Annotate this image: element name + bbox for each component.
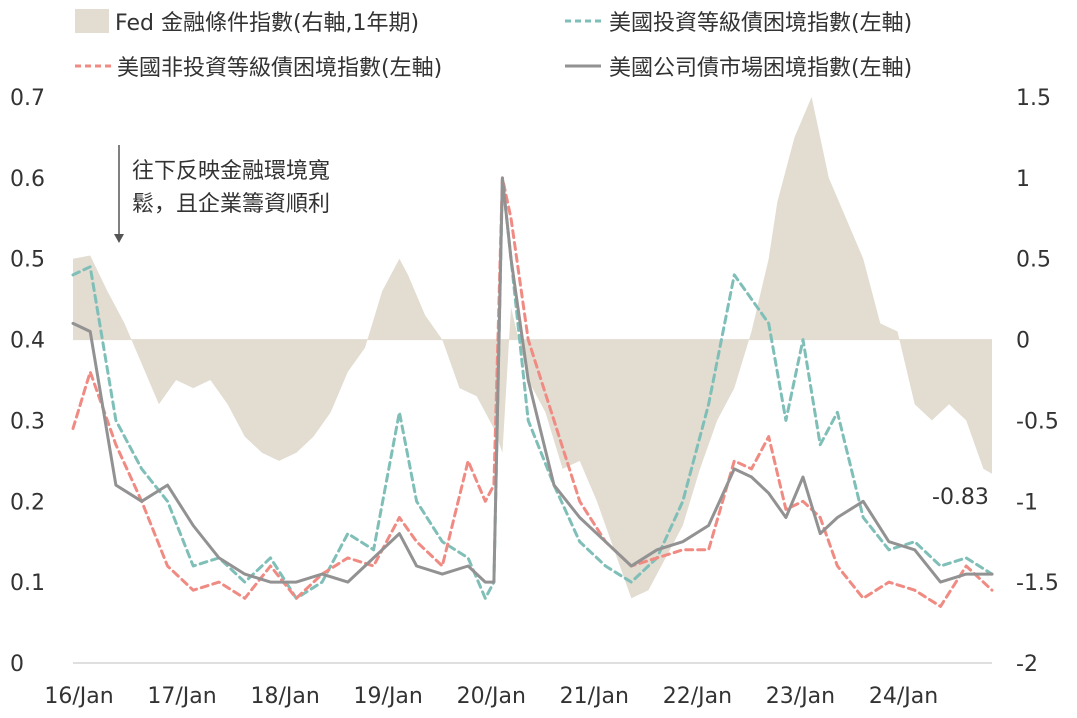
- series-line-1: [71, 176, 994, 600]
- right-tick-label: -1: [1016, 490, 1038, 515]
- series-line-3: [71, 176, 994, 584]
- end-value-label: -0.83: [932, 485, 989, 510]
- left-tick-label: 0.3: [10, 409, 45, 434]
- right-tick-label: -0.5: [1016, 409, 1059, 434]
- x-tick-label: 24/Jan: [869, 684, 938, 709]
- left-tick-label: 0.1: [10, 571, 45, 596]
- right-tick-label: 0: [1016, 329, 1030, 354]
- left-tick-label: 0.5: [10, 248, 45, 273]
- right-tick-label: -1.5: [1016, 571, 1059, 596]
- x-tick-label: 19/Jan: [354, 684, 423, 709]
- right-tick-label: 0.5: [1016, 248, 1051, 273]
- annotation: 往下反映金融環境寬 鬆，且企業籌資順利: [114, 145, 330, 243]
- x-tick-label: 21/Jan: [560, 684, 629, 709]
- legend-item-hy: 美國非投資等級債困境指數(左軸): [75, 56, 442, 81]
- legend-swatch-fci: [75, 9, 109, 33]
- left-tick-label: 0.6: [10, 167, 45, 192]
- legend-label-ig: 美國投資等級債困境指數(左軸): [609, 11, 912, 36]
- annotation-arrow-head: [114, 234, 124, 243]
- x-tick-label: 22/Jan: [663, 684, 732, 709]
- legend-item-fci: Fed 金融條件指數(右軸,1年期): [75, 9, 419, 36]
- annotation-line-1: 往下反映金融環境寬: [132, 159, 330, 184]
- right-axis-ticks: -2 -1.5 -1 -0.5 0 0.5 1 1.5: [1016, 86, 1059, 677]
- x-tick-label: 17/Jan: [147, 684, 216, 709]
- right-tick-label: -2: [1016, 652, 1038, 677]
- left-axis-ticks: 0 0.1 0.2 0.3 0.4 0.5 0.6 0.7: [10, 86, 45, 677]
- x-tick-label: 23/Jan: [766, 684, 835, 709]
- x-tick-label: 16/Jan: [44, 684, 113, 709]
- left-tick-label: 0.7: [10, 86, 45, 111]
- right-tick-label: 1.5: [1016, 86, 1051, 111]
- legend-item-ig: 美國投資等級債困境指數(左軸): [565, 11, 912, 36]
- series-area-fci: [73, 97, 992, 599]
- legend-label-hy: 美國非投資等級債困境指數(左軸): [117, 56, 442, 81]
- series-line-2: [71, 176, 994, 608]
- left-tick-label: 0.2: [10, 490, 45, 515]
- legend: Fed 金融條件指數(右軸,1年期) 美國投資等級債困境指數(左軸) 美國非投資…: [75, 9, 912, 81]
- line-layer: [71, 176, 994, 608]
- legend-item-corp: 美國公司債市場困境指數(左軸): [565, 56, 912, 81]
- legend-label-fci: Fed 金融條件指數(右軸,1年期): [115, 11, 419, 36]
- right-tick-label: 1: [1016, 167, 1030, 192]
- x-axis-ticks: 16/Jan 17/Jan 18/Jan 19/Jan 20/Jan 21/Jan 22/J…: [44, 684, 938, 709]
- left-tick-label: 0.4: [10, 329, 45, 354]
- x-tick-label: 18/Jan: [250, 684, 319, 709]
- x-tick-label: 20/Jan: [457, 684, 526, 709]
- legend-label-corp: 美國公司債市場困境指數(左軸): [609, 56, 912, 81]
- left-tick-label: 0: [10, 652, 24, 677]
- annotation-line-2: 鬆，且企業籌資順利: [132, 192, 330, 217]
- area-layer: [73, 97, 992, 599]
